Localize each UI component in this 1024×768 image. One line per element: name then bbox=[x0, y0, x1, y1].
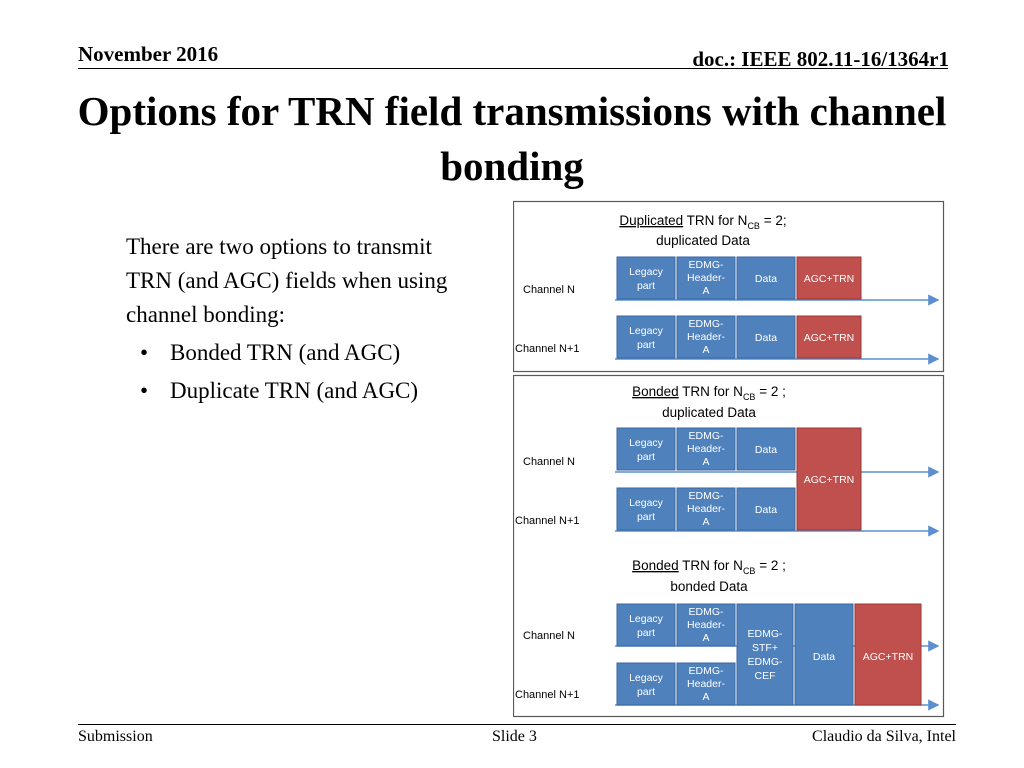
svg-text:part: part bbox=[637, 627, 655, 639]
panel-3-subtitle: bonded Data bbox=[670, 579, 748, 594]
svg-text:Data: Data bbox=[755, 273, 777, 285]
svg-text:Header-: Header- bbox=[687, 503, 725, 515]
svg-text:Legacy: Legacy bbox=[629, 672, 664, 684]
svg-text:AGC+TRN: AGC+TRN bbox=[804, 273, 854, 285]
block-edmg-header: EDMG- Header- A bbox=[676, 256, 736, 300]
panel-2-subtitle: duplicated Data bbox=[662, 405, 756, 420]
block-edmg-stf-cef: EDMG- STF+ EDMG- CEF bbox=[736, 603, 794, 706]
svg-text:A: A bbox=[702, 632, 709, 644]
block-legacy: Legacy part bbox=[616, 256, 676, 300]
block-edmg-header: EDMG- Header- A bbox=[676, 487, 736, 531]
block-agc-trn: AGC+TRN bbox=[796, 315, 862, 359]
svg-text:Legacy: Legacy bbox=[629, 266, 664, 278]
header-date: November 2016 bbox=[78, 42, 219, 66]
slide-title: Options for TRN field transmissions with… bbox=[77, 88, 947, 189]
svg-text:part: part bbox=[637, 280, 655, 292]
svg-text:Legacy: Legacy bbox=[629, 437, 664, 449]
block-legacy: Legacy part bbox=[616, 603, 676, 647]
svg-text:part: part bbox=[637, 451, 655, 463]
footer-slide-number: Slide 3 bbox=[492, 728, 537, 745]
svg-text:EDMG-: EDMG- bbox=[748, 656, 784, 668]
svg-text:CEF: CEF bbox=[755, 670, 776, 682]
block-edmg-header: EDMG- Header- A bbox=[676, 603, 736, 647]
svg-text:AGC+TRN: AGC+TRN bbox=[863, 651, 913, 663]
svg-text:Legacy: Legacy bbox=[629, 613, 664, 625]
block-legacy: Legacy part bbox=[616, 427, 676, 471]
svg-text:A: A bbox=[702, 691, 709, 703]
block-data: Data bbox=[736, 487, 796, 531]
svg-text:EDMG-: EDMG- bbox=[689, 259, 725, 271]
panel-1-subtitle: duplicated Data bbox=[656, 233, 750, 248]
block-data: Data bbox=[736, 256, 796, 300]
bullet-dot-icon: • bbox=[140, 340, 149, 365]
svg-text:Data: Data bbox=[755, 444, 777, 456]
svg-text:EDMG-: EDMG- bbox=[689, 606, 725, 618]
panel-2-title: Bonded TRN for NCB = 2 ; bbox=[632, 384, 786, 402]
svg-text:EDMG-: EDMG- bbox=[689, 490, 725, 502]
bullet-item: • Duplicate TRN (and AGC) bbox=[120, 374, 450, 408]
svg-text:Data: Data bbox=[755, 504, 777, 516]
block-agc-trn: AGC+TRN bbox=[796, 256, 862, 300]
svg-text:A: A bbox=[702, 456, 709, 468]
channel-label: Channel N+1 bbox=[515, 515, 580, 527]
svg-text:Header-: Header- bbox=[687, 331, 725, 343]
svg-text:Header-: Header- bbox=[687, 272, 725, 284]
bullet-item: • Bonded TRN (and AGC) bbox=[120, 336, 450, 370]
panel-frame bbox=[513, 200, 945, 373]
svg-text:AGC+TRN: AGC+TRN bbox=[804, 332, 854, 344]
svg-text:EDMG-: EDMG- bbox=[689, 430, 725, 442]
svg-text:STF+: STF+ bbox=[752, 642, 778, 654]
svg-text:EDMG-: EDMG- bbox=[689, 318, 725, 330]
svg-text:part: part bbox=[637, 511, 655, 523]
svg-text:Legacy: Legacy bbox=[629, 497, 664, 509]
channel-label: Channel N+1 bbox=[515, 689, 580, 701]
channel-label: Channel N bbox=[523, 456, 575, 468]
svg-text:Legacy: Legacy bbox=[629, 325, 664, 337]
block-legacy: Legacy part bbox=[616, 315, 676, 359]
svg-text:A: A bbox=[702, 285, 709, 297]
body-text: There are two options to transmit TRN (a… bbox=[120, 230, 450, 408]
channel-label: Channel N+1 bbox=[515, 343, 580, 355]
svg-text:Header-: Header- bbox=[687, 678, 725, 690]
block-data: Data bbox=[736, 315, 796, 359]
svg-text:Data: Data bbox=[813, 651, 835, 663]
svg-text:part: part bbox=[637, 686, 655, 698]
bullet-text: Duplicate TRN (and AGC) bbox=[170, 378, 419, 403]
panel-1-title: Duplicated TRN for NCB = 2; bbox=[619, 213, 786, 231]
header-doc-id: doc.: IEEE 802.11-16/1364r1 bbox=[692, 47, 949, 71]
svg-text:A: A bbox=[702, 344, 709, 356]
trn-diagram: Duplicated TRN for NCB = 2; duplicated D… bbox=[513, 200, 945, 718]
intro-paragraph: There are two options to transmit TRN (a… bbox=[126, 234, 448, 327]
block-edmg-header: EDMG- Header- A bbox=[676, 315, 736, 359]
block-agc-trn-bonded: AGC+TRN bbox=[796, 427, 862, 531]
bullet-dot-icon: • bbox=[140, 378, 149, 403]
svg-text:EDMG-: EDMG- bbox=[748, 628, 784, 640]
block-legacy: Legacy part bbox=[616, 487, 676, 531]
svg-text:AGC+TRN: AGC+TRN bbox=[804, 474, 854, 486]
svg-text:EDMG-: EDMG- bbox=[689, 665, 725, 677]
block-edmg-header: EDMG- Header- A bbox=[676, 427, 736, 471]
panel-3-title: Bonded TRN for NCB = 2 ; bbox=[632, 558, 786, 576]
block-data: Data bbox=[736, 427, 796, 471]
header-rule bbox=[78, 68, 948, 69]
bullet-text: Bonded TRN (and AGC) bbox=[170, 340, 401, 365]
svg-text:A: A bbox=[702, 516, 709, 528]
svg-text:Header-: Header- bbox=[687, 619, 725, 631]
svg-text:Data: Data bbox=[755, 332, 777, 344]
channel-label: Channel N bbox=[523, 630, 575, 642]
block-edmg-header: EDMG- Header- A bbox=[676, 662, 736, 706]
block-agc-trn-bonded: AGC+TRN bbox=[854, 603, 922, 706]
block-legacy: Legacy part bbox=[616, 662, 676, 706]
channel-label: Channel N bbox=[523, 284, 575, 296]
svg-text:Header-: Header- bbox=[687, 443, 725, 455]
svg-text:part: part bbox=[637, 339, 655, 351]
bullet-list: • Bonded TRN (and AGC) • Duplicate TRN (an… bbox=[120, 336, 450, 408]
footer-author: Claudio da Silva, Intel bbox=[812, 728, 956, 745]
block-data-bonded: Data bbox=[794, 603, 854, 706]
footer-submission: Submission bbox=[78, 728, 153, 745]
footer-rule bbox=[78, 724, 956, 725]
panel-frame bbox=[513, 374, 945, 718]
